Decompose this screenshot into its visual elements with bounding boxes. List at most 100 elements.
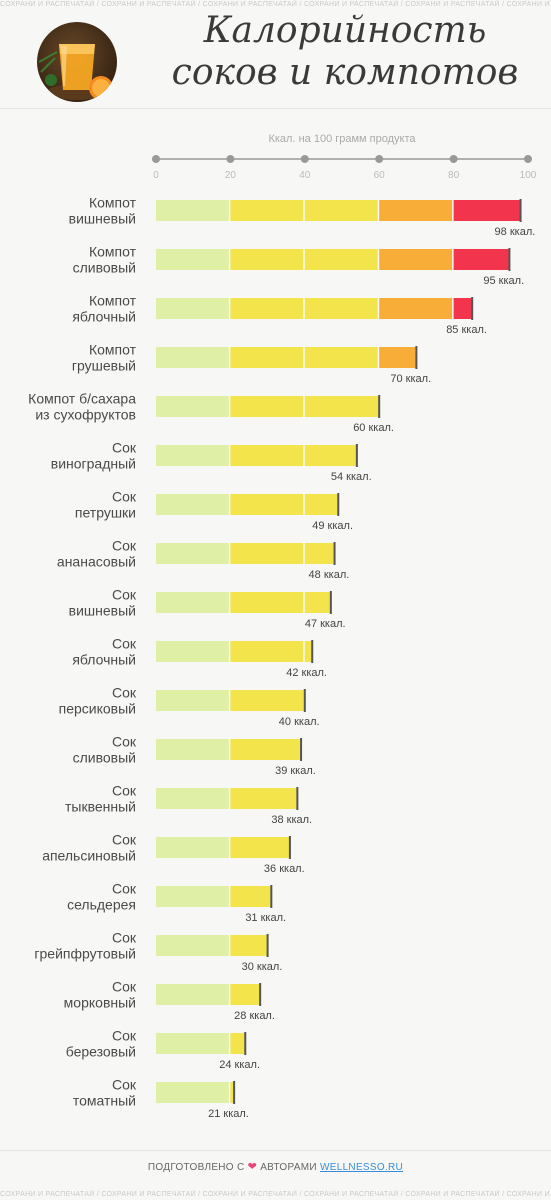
category-label-line1: Компот — [89, 342, 137, 358]
bar-segment — [156, 200, 229, 221]
bar-segment — [156, 641, 229, 662]
bar-end-marker — [259, 983, 262, 1006]
bar-segment — [304, 592, 331, 613]
value-label: 21 ккал. — [208, 1108, 249, 1120]
bar-segment — [230, 935, 268, 956]
bar-segment — [304, 347, 378, 368]
x-tick-dot-60 — [375, 155, 384, 163]
category-label-line2: томатный — [73, 1093, 136, 1109]
heart-icon: ❤ — [247, 1161, 258, 1173]
value-label: 54 ккал. — [331, 471, 372, 483]
brand-link[interactable]: WELLNESSO.RU — [320, 1162, 404, 1173]
bar-segment — [230, 837, 290, 858]
footer-middle: АВТОРАМИ — [260, 1162, 317, 1173]
value-label: 70 ккал. — [390, 373, 431, 385]
title-line-2: соков и компотов — [171, 52, 519, 93]
bar-segment — [230, 690, 305, 711]
x-tick-label-0: 0 — [153, 170, 159, 181]
bar-segment — [156, 984, 229, 1005]
bar-segment — [230, 886, 272, 907]
x-tick-label-60: 60 — [374, 170, 386, 181]
category-label-line2: грейпфрутовый — [34, 946, 136, 962]
bar-segment — [156, 298, 229, 319]
bar-end-marker — [244, 1032, 247, 1055]
bar-segment — [230, 788, 298, 809]
bar-segment — [230, 298, 304, 319]
bar-segment — [304, 396, 380, 417]
x-axis-label: Ккал. на 100 грамм продукта — [268, 133, 416, 145]
category-label-line1: Сок — [112, 489, 137, 505]
bar-segment — [156, 347, 229, 368]
juice-photo — [37, 22, 117, 102]
category-label-line2: яблочный — [72, 309, 136, 325]
category-label-line1: Сок — [112, 1028, 137, 1044]
value-label: 98 ккал. — [495, 226, 536, 238]
category-label-line1: Сок — [112, 587, 137, 603]
bar-segment — [230, 1033, 246, 1054]
bar-segment — [230, 641, 304, 662]
value-label: 39 ккал. — [275, 765, 316, 777]
bar-segment — [156, 788, 229, 809]
watermark-bottom: СОХРАНИ И РАСПЕЧАТАЙ / СОХРАНИ И РАСПЕЧА… — [0, 1191, 551, 1198]
value-label: 30 ккал. — [242, 961, 283, 973]
bar-end-marker — [329, 591, 332, 614]
category-label-line1: Сок — [112, 832, 137, 848]
bar-segment — [230, 445, 304, 466]
x-tick-label-20: 20 — [225, 170, 237, 181]
bar-segment — [156, 837, 229, 858]
juice-glass-icon — [38, 44, 113, 100]
category-label-line1: Сок — [112, 979, 137, 995]
value-label: 49 ккал. — [312, 520, 353, 532]
bar-segment — [230, 1082, 235, 1103]
bar-end-marker — [519, 199, 522, 222]
bar-segment — [230, 347, 304, 368]
bar-segment — [453, 249, 510, 270]
bar-segment — [156, 494, 229, 515]
x-tick-dot-0 — [152, 155, 160, 163]
value-label: 38 ккал. — [271, 814, 312, 826]
bar-segment — [379, 347, 417, 368]
bar-segment — [304, 445, 357, 466]
x-tick-label-100: 100 — [520, 170, 537, 181]
bar-segment — [230, 984, 261, 1005]
bar-segment — [156, 1033, 229, 1054]
calorie-chart: Ккал. на 100 грамм продукта 0 20 40 60 80 100 К… — [0, 108, 551, 1153]
bar-end-marker — [288, 836, 291, 859]
value-label: 42 ккал. — [286, 667, 327, 679]
chart-svg: Ккал. на 100 грамм продукта 0 20 40 60 80 100 К… — [28, 133, 537, 1120]
bar-segment — [379, 249, 453, 270]
bar-segment — [230, 592, 304, 613]
category-label-line1: Компот — [89, 293, 137, 309]
watermark-top: СОХРАНИ И РАСПЕЧАТАЙ / СОХРАНИ И РАСПЕЧА… — [0, 1, 551, 8]
category-label-line1: Сок — [112, 440, 137, 456]
bar-end-marker — [266, 934, 269, 957]
category-label-line2: березовый — [66, 1044, 136, 1060]
value-label: 48 ккал. — [309, 569, 350, 581]
bar-end-marker — [378, 395, 381, 418]
bar-segment — [304, 641, 313, 662]
bar-end-marker — [233, 1081, 236, 1104]
bar-segment — [379, 200, 453, 221]
bar-segment — [230, 200, 304, 221]
value-label: 36 ккал. — [264, 863, 305, 875]
category-label-line1: Сок — [112, 538, 137, 554]
bar-segment — [156, 249, 229, 270]
bar-segment — [156, 1082, 229, 1103]
bar-segment — [230, 249, 304, 270]
bar-segment — [156, 445, 229, 466]
bar-end-marker — [270, 885, 273, 908]
value-label: 24 ккал. — [219, 1059, 260, 1071]
bar-segment — [156, 592, 229, 613]
bar-segment — [230, 543, 304, 564]
category-label-line1: Сок — [112, 783, 137, 799]
bar-segment — [156, 935, 229, 956]
bar-end-marker — [471, 297, 474, 320]
bar-segment — [304, 543, 335, 564]
category-label-line1: Сок — [112, 1077, 137, 1093]
category-label-line2: морковный — [64, 995, 136, 1011]
x-tick-label-80: 80 — [448, 170, 460, 181]
category-label-line1: Сок — [112, 685, 137, 701]
category-label-line2: петрушки — [75, 505, 136, 521]
footer-prefix: ПОДГОТОВЛЕНО С — [147, 1162, 245, 1173]
bar-segment — [156, 396, 229, 417]
